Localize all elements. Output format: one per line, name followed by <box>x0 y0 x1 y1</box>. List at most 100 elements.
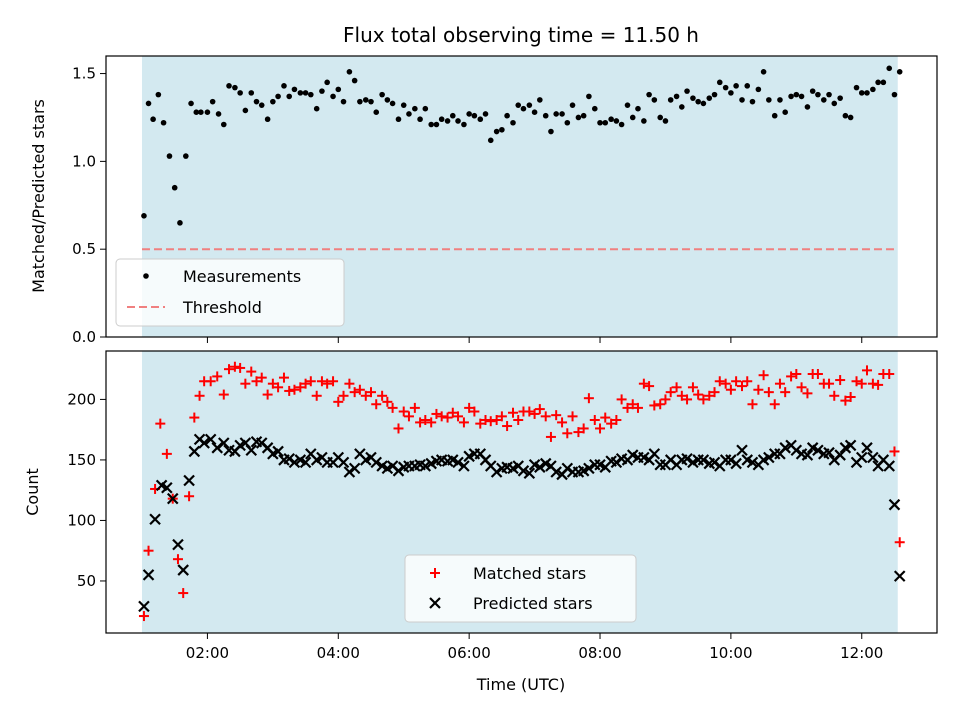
data-point <box>246 366 257 377</box>
x-marker-b <box>844 439 857 452</box>
data-point <box>896 69 903 75</box>
data-point <box>395 116 402 123</box>
x-marker-b <box>392 465 405 477</box>
x-tick-label: 04:00 <box>317 644 360 662</box>
x-marker-b <box>795 448 808 460</box>
data-point <box>855 451 868 464</box>
data-point <box>471 112 478 119</box>
data-point <box>149 513 161 526</box>
data-point <box>537 97 543 103</box>
data-point <box>595 423 606 434</box>
data-point <box>311 390 322 401</box>
data-point <box>335 86 342 93</box>
data-point <box>559 111 565 117</box>
x-marker-b <box>354 448 366 460</box>
data-point <box>534 461 546 473</box>
data-point <box>714 376 725 387</box>
data-point <box>709 387 720 398</box>
data-point <box>161 448 172 459</box>
data-point <box>431 408 442 419</box>
data-point <box>487 137 494 144</box>
data-point <box>211 442 224 454</box>
x-marker-b <box>490 466 503 478</box>
data-point <box>551 410 562 421</box>
data-point <box>835 375 846 386</box>
x-marker-b <box>528 458 541 471</box>
x-marker-b <box>447 454 459 466</box>
data-point <box>531 109 538 115</box>
data-point <box>291 86 298 93</box>
data-point <box>889 446 900 457</box>
data-point <box>704 390 715 401</box>
x-marker-b <box>517 465 530 477</box>
data-point <box>398 406 409 417</box>
data-point <box>891 91 898 98</box>
data-point <box>343 466 356 478</box>
data-point <box>205 376 216 387</box>
data-point <box>406 111 412 117</box>
data-point <box>834 449 846 461</box>
data-point <box>337 456 350 469</box>
x-marker-b <box>294 454 307 466</box>
series-matched-stars <box>138 361 905 622</box>
x-marker-b <box>812 444 824 457</box>
data-point <box>178 588 189 599</box>
data-point <box>744 83 751 89</box>
data-point <box>867 451 879 464</box>
data-point <box>480 414 491 425</box>
legend-label: Predicted stars <box>473 594 593 613</box>
data-point <box>171 184 178 191</box>
data-point <box>224 364 235 375</box>
data-point <box>758 370 769 381</box>
data-point <box>681 452 693 465</box>
data-point <box>172 554 183 565</box>
data-point <box>387 402 398 413</box>
x-marker-b <box>452 456 464 469</box>
data-point <box>477 116 484 123</box>
y-tick-label: 0.0 <box>72 328 96 346</box>
data-point <box>215 111 222 117</box>
data-point <box>302 90 309 96</box>
x-marker-b <box>730 457 742 470</box>
data-point <box>419 460 432 472</box>
data-point <box>641 118 647 124</box>
data-point <box>567 411 578 422</box>
x-marker-b <box>583 462 595 475</box>
x-marker-b <box>834 449 846 461</box>
data-point <box>746 456 759 469</box>
data-point <box>305 376 316 387</box>
data-point <box>209 98 216 105</box>
data-point <box>226 83 232 89</box>
data-point <box>624 102 631 108</box>
top-panel-ratio: 0.0 0.5 1.0 1.5 Measurements Threshold <box>72 55 938 346</box>
x-marker-b <box>316 451 328 464</box>
data-point <box>755 86 762 93</box>
legend-top: Measurements Threshold <box>115 258 345 327</box>
data-point <box>824 378 835 389</box>
data-point <box>894 537 905 548</box>
data-point <box>736 444 748 457</box>
data-point <box>583 393 594 404</box>
data-point <box>288 456 301 469</box>
data-point <box>330 93 336 100</box>
data-point <box>328 376 339 387</box>
data-point <box>801 449 814 461</box>
data-point <box>753 384 764 395</box>
data-point <box>788 93 794 100</box>
x-marker-b <box>261 442 274 454</box>
data-point <box>861 442 873 454</box>
data-point <box>373 109 380 115</box>
data-point <box>861 365 872 376</box>
data-point <box>749 98 756 105</box>
x-marker-b <box>534 461 546 473</box>
data-point <box>720 378 731 389</box>
data-point <box>884 368 895 379</box>
data-point <box>278 372 289 383</box>
x-marker-b <box>615 452 628 465</box>
y-tick-label: 1.0 <box>72 152 96 170</box>
data-point <box>297 90 304 96</box>
data-point <box>237 90 243 96</box>
data-point <box>384 97 391 103</box>
data-point <box>526 102 533 108</box>
x-marker-b <box>255 437 268 449</box>
